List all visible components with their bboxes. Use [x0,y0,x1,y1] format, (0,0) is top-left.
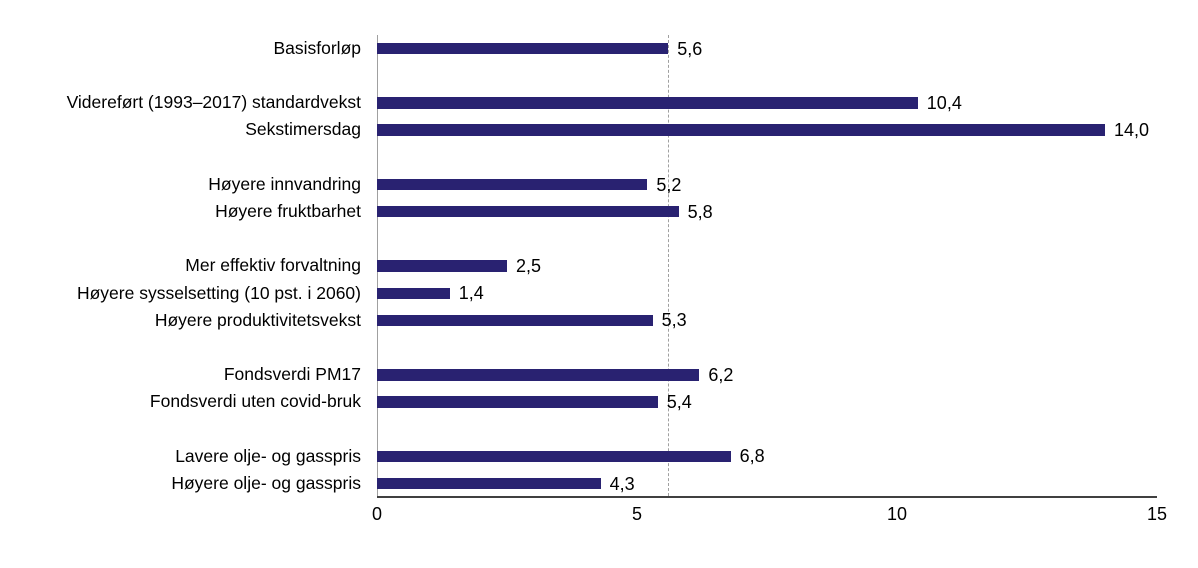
bar-row: Fondsverdi uten covid-bruk 5,4 [0,388,1157,415]
bar-row: Høyere produktivitetsvekst 5,3 [0,307,1157,334]
bar-row: Høyere olje- og gasspris 4,3 [0,470,1157,497]
category-label: Sekstimersdag [245,119,361,140]
bar [377,477,601,490]
category-label: Høyere sysselsetting (10 pst. i 2060) [76,282,361,303]
value-label: 5,6 [677,38,703,59]
category-label: Høyere olje- og gasspris [171,472,361,493]
bar-track: 5,4 [377,388,1157,415]
bar [377,97,918,109]
bar [377,314,653,327]
bar [377,287,450,300]
value-label: 6,8 [739,446,765,467]
bar-row: Lavere olje- og gasspris 6,8 [0,443,1157,470]
category-label: Basisforløp [273,37,361,58]
bar-track: 5,3 [377,307,1157,334]
x-axis-tick-label: 10 [886,504,908,524]
value-label: 1,4 [458,283,484,304]
bar-track: 2,5 [377,253,1157,280]
bar [377,396,658,408]
bar [377,42,669,55]
category-label: Høyere produktivitetsvekst [154,309,361,330]
bar-track: 10,4 [377,89,1157,116]
value-label: 5,3 [661,310,687,331]
value-label: 14,0 [1114,120,1150,141]
bar-row: Høyere sysselsetting (10 pst. i 2060) 1,4 [0,280,1157,307]
reference-line [668,35,670,496]
bar-row: Sekstimersdag 14,0 [0,117,1157,144]
bar-track: 6,8 [377,443,1157,470]
value-label: 5,2 [656,174,682,195]
bar [377,178,648,191]
bar [377,260,507,272]
bar [377,205,679,218]
value-label: 5,4 [666,392,692,413]
bar-track: 14,0 [377,117,1157,144]
value-label: 4,3 [609,473,635,494]
bar-track: 4,3 [377,470,1157,497]
category-label: Fondsverdi PM17 [223,364,361,385]
bar-row: Høyere fruktbarhet 5,8 [0,198,1157,225]
bar-track: 1,4 [377,280,1157,307]
bar-row: Høyere innvandring 5,2 [0,171,1157,198]
category-label: Lavere olje- og gasspris [175,445,361,466]
bar [377,450,731,463]
bar-rows: Basisforløp 5,6 Videreført (1993–2017) sta… [0,35,1157,497]
value-label: 6,2 [708,364,734,385]
bar-track: 5,2 [377,171,1157,198]
x-axis-tick-label: 0 [371,504,383,524]
value-label: 5,8 [687,201,713,222]
bar-track: 6,2 [377,361,1157,388]
bar-group: Fondsverdi PM17 6,2 Fondsverdi uten covid-… [0,361,1157,415]
bar [377,369,700,381]
bar-row: Fondsverdi PM17 6,2 [0,361,1157,388]
value-label: 10,4 [926,92,962,113]
bar-row: Videreført (1993–2017) standardvekst 10,4 [0,89,1157,116]
x-axis-line [377,496,1157,498]
bar-group: Mer effektiv forvaltning 2,5 Høyere syssel… [0,253,1157,335]
x-axis-tick-label: 5 [631,504,643,524]
bar-group: Høyere innvandring 5,2 Høyere fruktbarhet 5… [0,171,1157,225]
category-label: Mer effektiv forvaltning [185,255,361,276]
category-label: Høyere innvandring [208,173,361,194]
bar-group: Lavere olje- og gasspris 6,8 Høyere olje- … [0,443,1157,497]
category-label: Høyere fruktbarhet [215,200,361,221]
bar-row: Mer effektiv forvaltning 2,5 [0,253,1157,280]
category-label: Videreført (1993–2017) standardvekst [66,92,361,113]
bar-group: Basisforløp 5,6 [0,35,1157,62]
bar-group: Videreført (1993–2017) standardvekst 10,4… [0,89,1157,143]
x-axis-tick-label: 15 [1146,504,1168,524]
bar-row: Basisforløp 5,6 [0,35,1157,62]
bar [377,124,1105,136]
bar-track: 5,6 [377,35,1157,62]
category-label: Fondsverdi uten covid-bruk [149,391,361,412]
bar-track: 5,8 [377,198,1157,225]
value-label: 2,5 [516,256,542,277]
